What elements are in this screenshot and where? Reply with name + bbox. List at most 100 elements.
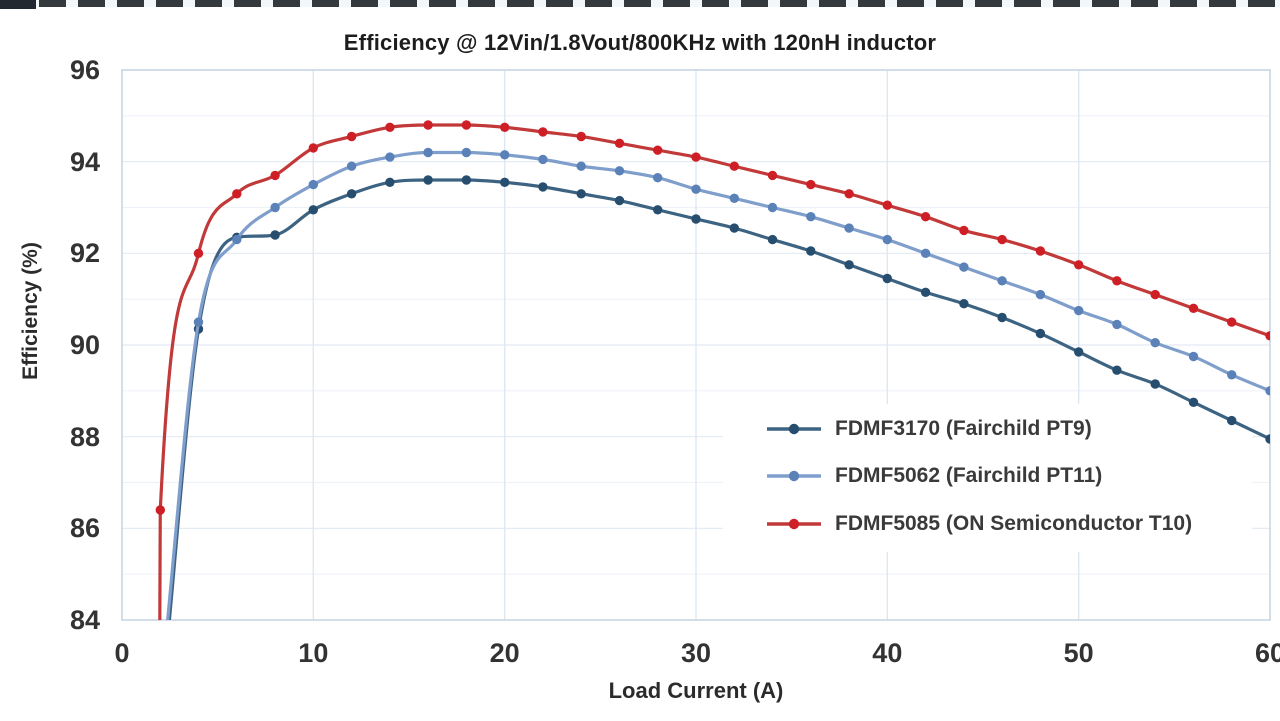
series-marker (844, 260, 854, 270)
series-marker (729, 193, 739, 203)
series-marker (308, 205, 318, 215)
series-marker (1188, 397, 1199, 407)
series-marker (767, 234, 778, 245)
series-marker (882, 273, 892, 284)
series-marker (1227, 370, 1237, 380)
series-marker (691, 214, 701, 224)
series-marker (653, 145, 663, 155)
series-marker (1227, 415, 1237, 426)
series-marker (232, 234, 242, 245)
series-marker (500, 122, 510, 132)
series-marker (538, 154, 548, 165)
series-marker (653, 173, 663, 183)
series-marker (232, 189, 242, 199)
series-marker (1074, 347, 1084, 357)
series-marker (155, 505, 165, 515)
top-edge-artifact (0, 0, 1280, 7)
series-marker (1188, 303, 1199, 313)
legend-label: FDMF5085 (ON Semiconductor T10) (835, 512, 1193, 535)
series-marker (1035, 289, 1046, 300)
series-marker (997, 312, 1007, 323)
series-marker (385, 122, 395, 132)
series-marker (1035, 246, 1046, 256)
series-marker (500, 177, 510, 187)
x-tick-label: 20 (489, 638, 520, 668)
series-marker (959, 299, 969, 309)
series-marker (270, 202, 280, 213)
series-marker (1227, 317, 1237, 327)
series-marker (1188, 351, 1199, 362)
series-marker (308, 143, 318, 153)
series-marker (1265, 434, 1270, 444)
series-marker (806, 179, 816, 190)
series-marker (997, 234, 1007, 245)
series-marker (844, 223, 854, 233)
series-marker (1035, 328, 1046, 339)
y-tick-label: 84 (69, 605, 100, 635)
series-marker (423, 175, 433, 185)
series-marker (461, 147, 472, 158)
series-marker (614, 166, 625, 176)
legend-marker-line-dot-icon (767, 423, 821, 435)
x-tick-label: 30 (680, 638, 712, 668)
series-marker (1112, 319, 1122, 330)
series-marker (1112, 276, 1122, 286)
legend-marker-line-dot-icon (767, 518, 821, 530)
series-marker (1265, 331, 1270, 341)
series-marker (193, 317, 204, 327)
legend-item-fdmf3170: FDMF3170 (Fairchild PT9) (766, 414, 1092, 444)
series-marker (346, 189, 357, 199)
legend-label: FDMF5062 (Fairchild PT11) (835, 464, 1103, 487)
series-marker (959, 262, 969, 272)
series-marker (423, 120, 433, 130)
series-marker (576, 189, 586, 199)
series-marker (844, 189, 854, 199)
series-marker (691, 152, 701, 162)
series-marker (461, 120, 472, 130)
series-marker (576, 161, 586, 171)
legend-marker-line-dot-icon (767, 470, 821, 482)
y-tick-label: 90 (69, 330, 100, 360)
x-axis-title: Load Current (A) (608, 678, 784, 703)
series-marker (920, 287, 931, 297)
series-marker (423, 147, 433, 158)
series-marker (308, 179, 318, 190)
x-tick-label: 60 (1254, 638, 1280, 668)
x-tick-label: 0 (114, 638, 130, 668)
series-marker (538, 182, 548, 192)
y-tick-label: 88 (69, 421, 100, 452)
series-marker (920, 212, 931, 222)
series-marker (729, 223, 739, 233)
top-edge-artifact-cap (0, 0, 36, 9)
series-marker (1112, 365, 1122, 375)
series-marker (270, 170, 280, 181)
series-marker (691, 184, 701, 194)
series-marker (1150, 379, 1160, 389)
series-marker (653, 205, 663, 215)
series-marker (385, 152, 395, 162)
series-marker (538, 127, 548, 137)
series-marker (614, 138, 625, 148)
series-marker (997, 276, 1007, 286)
series-marker (729, 161, 739, 171)
legend-item-fdmf5085: FDMF5085 (ON Semiconductor T10) (766, 509, 1192, 539)
series-marker (346, 161, 357, 171)
x-tick-label: 40 (872, 638, 903, 668)
series-marker (1150, 338, 1160, 348)
plot-frame (121, 69, 1271, 621)
y-tick-label: 92 (69, 238, 100, 269)
series-marker (461, 175, 472, 185)
x-tick-label: 10 (298, 638, 329, 668)
series-marker (882, 234, 892, 245)
legend-item-fdmf5062: FDMF5062 (Fairchild PT11) (766, 461, 1102, 491)
series-marker (806, 212, 816, 222)
series-marker (806, 246, 816, 256)
series-marker (576, 131, 586, 142)
series-marker (959, 225, 969, 236)
series-marker (920, 248, 931, 258)
series-marker (882, 200, 892, 210)
y-tick-label: 94 (69, 146, 100, 177)
series-marker (767, 170, 778, 181)
